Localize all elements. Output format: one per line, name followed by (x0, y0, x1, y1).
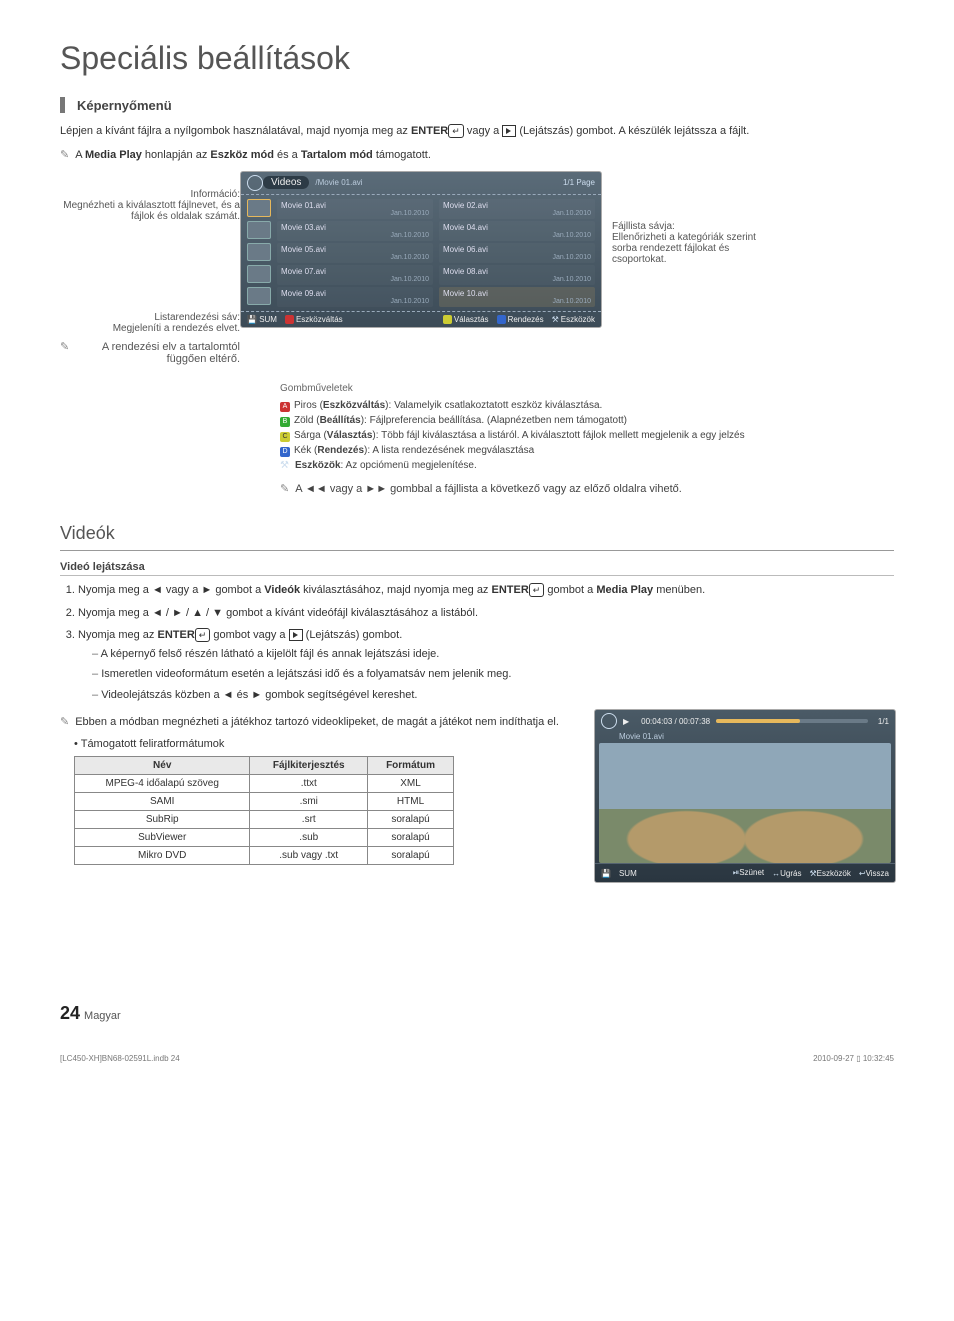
tools-icon (280, 458, 291, 473)
section-label: Képernyőmenü (77, 98, 172, 113)
step-2: Nyomja meg a ◄ / ► / ▲ / ▼ gombot a kívá… (78, 605, 894, 622)
enter-icon: ↵ (448, 124, 464, 138)
screenshot-annotated: Információ: Megnézheti a kiválasztott fá… (60, 171, 894, 371)
video-player-screen: ▶ 00:04:03 / 00:07:38 1/1 Movie 01.avi S… (594, 709, 896, 883)
videos-heading: Videók (60, 523, 894, 544)
file-list: Movie 01.aviJan.10.2010 Movie 02.aviJan.… (277, 199, 595, 307)
reel-icon (247, 175, 263, 191)
player-page: 1/1 (878, 717, 889, 726)
bottom-bar: 💾 SUM Eszközváltás Választás Rendezés Es… (241, 311, 601, 327)
intro-text: Lépjen a kívánt fájlra a nyílgombok hasz… (60, 123, 894, 140)
supported-formats-label: Támogatott feliratformátumok (81, 738, 225, 750)
accent-bar (60, 97, 65, 113)
step-1: Nyomja meg a ◄ vagy a ► gombot a Videók … (78, 582, 894, 599)
reel-icon (601, 713, 617, 729)
videos-tab: Videos (263, 176, 309, 189)
player-filename: Movie 01.avi (595, 732, 895, 743)
page-title: Speciális beállítások (60, 40, 894, 77)
subtitle-formats-table: Név Fájlkiterjesztés Formátum MPEG-4 idő… (74, 756, 454, 865)
steps-list: Nyomja meg a ◄ vagy a ► gombot a Videók … (78, 582, 894, 703)
section-header: Képernyőmenü (60, 97, 894, 113)
video-play-heading: Videó lejátszása (60, 561, 894, 576)
note-icon (60, 715, 69, 728)
play-state-icon: ▶ (623, 717, 629, 726)
play-icon (289, 629, 303, 641)
progress-bar (716, 719, 868, 723)
enter-icon: ↵ (195, 628, 211, 642)
annotations-right: Fájllista sávja: Ellenőrizheti a kategór… (602, 171, 762, 265)
page-indicator: 1/1 Page (563, 178, 595, 187)
enter-icon: ↵ (529, 583, 545, 597)
note-icon (280, 481, 289, 498)
button-legend: Gombműveletek APiros (Eszközváltás): Val… (280, 381, 894, 498)
breadcrumb-path: /Movie 01.avi (315, 178, 563, 187)
time-display: 00:04:03 / 00:07:38 (641, 717, 710, 726)
note-icon (60, 340, 69, 353)
play-icon (502, 125, 516, 137)
annotations-left: Információ: Megnézheti a kiválasztott fá… (60, 171, 240, 371)
step-3: Nyomja meg az ENTER↵ gombot vagy a (Lejá… (78, 627, 894, 703)
note-game-clips: Ebben a módban megnézheti a játékhoz tar… (60, 715, 576, 728)
sort-thumbnails (247, 199, 273, 307)
file-browser-screen: Videos /Movie 01.avi 1/1 Page Movie 01.a… (240, 171, 602, 328)
note-mediaplay: A Media Play honlapján az Eszköz mód és … (60, 148, 894, 161)
print-meta: [LC450-XH]BN68-02591L.indb 24 2010-09-27… (60, 1054, 894, 1063)
page-footer: 24Magyar (60, 1003, 894, 1024)
video-frame (599, 743, 891, 863)
note-icon (60, 148, 69, 161)
